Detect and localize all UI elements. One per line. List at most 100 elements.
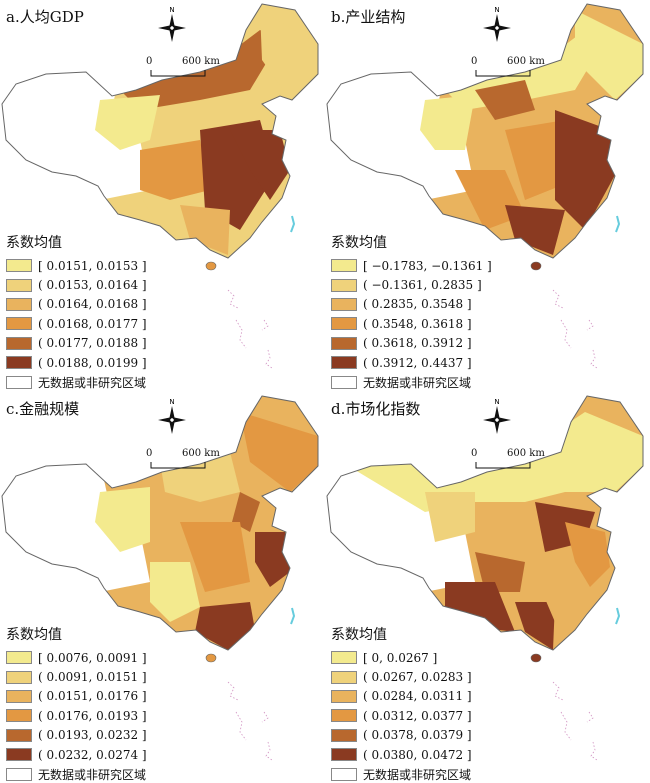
legend-item: ( 0.3618, 0.3912 ] <box>331 334 492 353</box>
legend-swatch <box>6 259 32 273</box>
legend-title: 系数均值 <box>331 627 387 643</box>
legend-label: ( 0.0380, 0.0472 ] <box>363 747 472 762</box>
legend-item: ( 0.0151, 0.0176 ] <box>6 687 147 706</box>
panel-title: a.人均GDP <box>6 8 84 26</box>
map-panel-d: d.市场化指数 N 0 600 km 系数均值 [ 0, 0.0267 ] ( … <box>325 392 648 782</box>
legend-swatch <box>331 297 357 311</box>
legend-item: [ 0.0151, 0.0153 ] <box>6 256 147 275</box>
north-arrow-icon: N <box>479 396 515 440</box>
legend-swatch <box>331 278 357 292</box>
legend-label: ( 0.0153, 0.0164 ] <box>38 278 147 293</box>
legend-item: ( 0.0232, 0.0274 ] <box>6 745 147 764</box>
legend-swatch <box>6 767 32 781</box>
legend: 系数均值 [ 0, 0.0267 ] ( 0.0267, 0.0283 ] ( … <box>331 624 472 782</box>
legend-label: ( 0.0232, 0.0274 ] <box>38 747 147 762</box>
scale-zero-label: 0 <box>471 56 478 67</box>
legend-swatch <box>6 356 32 370</box>
legend-swatch <box>331 767 357 781</box>
legend-item-nodata: 无数据或非研究区域 <box>331 764 472 782</box>
panel-title: b.产业结构 <box>331 8 406 26</box>
legend-item: ( 0.0177, 0.0188 ] <box>6 334 147 353</box>
legend-item: ( 0.0153, 0.0164 ] <box>6 275 147 294</box>
legend-label: ( 0.0267, 0.0283 ] <box>363 670 472 685</box>
legend-swatch <box>6 728 32 742</box>
legend-title: 系数均值 <box>6 627 62 643</box>
scale-zero-label: 0 <box>146 448 153 459</box>
legend-label: ( 0.0188, 0.0199 ] <box>38 355 147 370</box>
panel-title: d.市场化指数 <box>331 400 421 418</box>
legend-label: 无数据或非研究区域 <box>363 375 472 390</box>
legend-item: [ −0.1783, −0.1361 ] <box>331 256 492 275</box>
map-c <box>1 395 319 761</box>
legend-label: ( 0.0168, 0.0177 ] <box>38 316 147 331</box>
scale-distance-label: 600 km <box>182 56 220 67</box>
scale-distance-label: 600 km <box>507 56 545 67</box>
legend-swatch <box>6 651 32 665</box>
legend-swatch <box>331 709 357 723</box>
legend-label: ( 0.3912, 0.4437 ] <box>363 355 472 370</box>
legend-label: [ −0.1783, −0.1361 ] <box>363 258 492 273</box>
legend-label: ( 0.3618, 0.3912 ] <box>363 336 472 351</box>
legend-swatch <box>6 278 32 292</box>
legend-item: ( 0.0193, 0.0232 ] <box>6 726 147 745</box>
legend-label: [ 0.0076, 0.0091 ] <box>38 650 147 665</box>
legend-item: ( −0.1361, 0.2835 ] <box>331 275 492 294</box>
legend-label: ( 0.0176, 0.0193 ] <box>38 708 147 723</box>
legend-item: ( 0.3912, 0.4437 ] <box>331 353 492 372</box>
legend-item: ( 0.0284, 0.0311 ] <box>331 687 472 706</box>
legend-label: ( 0.0378, 0.0379 ] <box>363 728 472 743</box>
north-label: N <box>494 398 499 406</box>
legend-swatch <box>6 297 32 311</box>
legend-label: ( −0.1361, 0.2835 ] <box>363 278 482 293</box>
legend-item: ( 0.0176, 0.0193 ] <box>6 706 147 725</box>
legend-swatch <box>6 709 32 723</box>
legend-item: ( 0.0378, 0.0379 ] <box>331 726 472 745</box>
legend-title: 系数均值 <box>331 235 387 251</box>
scale-distance-label: 600 km <box>182 448 220 459</box>
scale-zero-label: 0 <box>146 56 153 67</box>
legend-swatch <box>331 748 357 762</box>
north-label: N <box>169 398 174 406</box>
map-d <box>326 395 644 761</box>
legend-swatch <box>6 375 32 389</box>
legend-item: ( 0.0380, 0.0472 ] <box>331 745 472 764</box>
legend: 系数均值 [ −0.1783, −0.1361 ] ( −0.1361, 0.2… <box>331 232 492 390</box>
scale-zero-label: 0 <box>471 448 478 459</box>
legend-item: ( 0.2835, 0.3548 ] <box>331 295 492 314</box>
legend-item: ( 0.0168, 0.0177 ] <box>6 314 147 333</box>
legend-swatch <box>331 689 357 703</box>
legend-swatch <box>331 259 357 273</box>
legend-item: ( 0.0312, 0.0377 ] <box>331 706 472 725</box>
legend-label: ( 0.0091, 0.0151 ] <box>38 670 147 685</box>
legend-label: 无数据或非研究区域 <box>38 375 147 390</box>
legend-swatch <box>331 375 357 389</box>
legend-swatch <box>331 670 357 684</box>
legend-swatch <box>331 728 357 742</box>
legend-label: ( 0.0164, 0.0168 ] <box>38 297 147 312</box>
legend-swatch <box>331 317 357 331</box>
legend-title: 系数均值 <box>6 235 62 251</box>
map-b <box>326 3 644 369</box>
scale-distance-label: 600 km <box>507 448 545 459</box>
map-panel-a: a.人均GDP N 0 600 km 系数均值 [ 0.0151, 0.0153… <box>0 0 323 390</box>
legend-swatch <box>6 689 32 703</box>
legend-swatch <box>331 356 357 370</box>
legend-label: 无数据或非研究区域 <box>38 767 147 782</box>
legend-item: ( 0.0164, 0.0168 ] <box>6 295 147 314</box>
legend-item-nodata: 无数据或非研究区域 <box>6 372 147 390</box>
legend-label: ( 0.0284, 0.0311 ] <box>363 689 472 704</box>
legend-label: ( 0.0312, 0.0377 ] <box>363 708 472 723</box>
legend-label: ( 0.0193, 0.0232 ] <box>38 728 147 743</box>
legend-label: 无数据或非研究区域 <box>363 767 472 782</box>
legend-label: [ 0, 0.0267 ] <box>363 650 438 665</box>
legend-label: ( 0.0177, 0.0188 ] <box>38 336 147 351</box>
legend-item: ( 0.0267, 0.0283 ] <box>331 667 472 686</box>
legend-swatch <box>331 336 357 350</box>
legend-item-nodata: 无数据或非研究区域 <box>6 764 147 782</box>
legend-item: ( 0.0188, 0.0199 ] <box>6 353 147 372</box>
legend-item: ( 0.3548, 0.3618 ] <box>331 314 492 333</box>
legend-label: ( 0.2835, 0.3548 ] <box>363 297 472 312</box>
map-panel-c: c.金融规模 N 0 600 km 系数均值 [ 0.0076, 0.0091 … <box>0 392 323 782</box>
legend-swatch <box>6 670 32 684</box>
legend: 系数均值 [ 0.0076, 0.0091 ] ( 0.0091, 0.0151… <box>6 624 147 782</box>
